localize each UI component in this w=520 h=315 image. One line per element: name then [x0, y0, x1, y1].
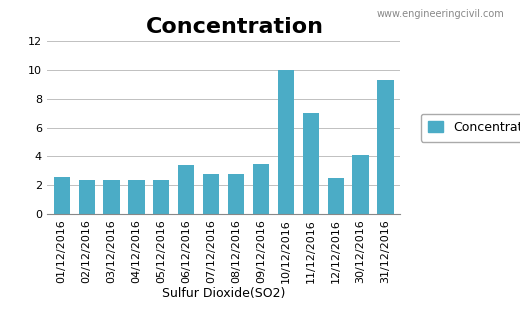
Bar: [353, 155, 369, 214]
Bar: [153, 180, 170, 214]
Bar: [103, 180, 120, 214]
Bar: [328, 178, 344, 214]
X-axis label: Sulfur Dioxide(SO2): Sulfur Dioxide(SO2): [162, 287, 285, 300]
Bar: [54, 177, 70, 214]
Bar: [228, 175, 244, 214]
Legend: Concentration: Concentration: [421, 114, 520, 141]
Bar: [203, 174, 219, 214]
Bar: [79, 180, 95, 214]
Text: Concentration: Concentration: [146, 17, 324, 37]
Bar: [253, 164, 269, 214]
Bar: [303, 113, 319, 214]
Bar: [378, 80, 394, 214]
Text: www.engineeringcivil.com: www.engineeringcivil.com: [376, 9, 504, 20]
Bar: [278, 70, 294, 214]
Bar: [128, 180, 145, 214]
Bar: [178, 165, 194, 214]
